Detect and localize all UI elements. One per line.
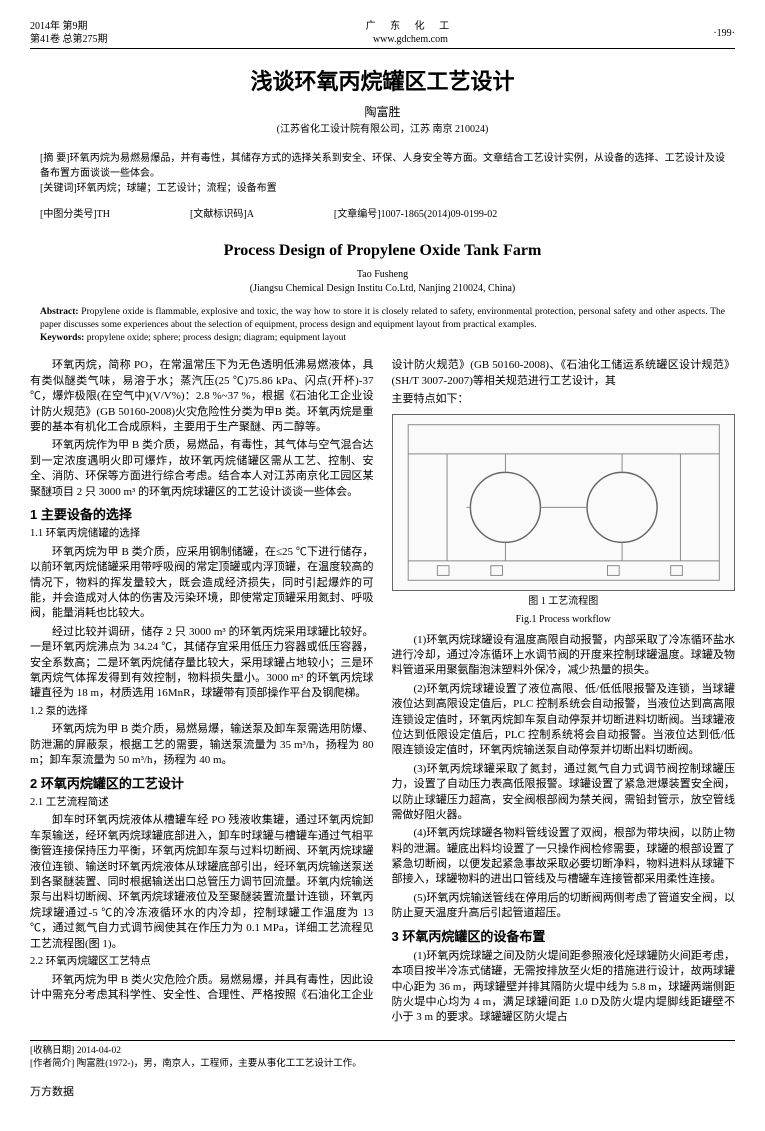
author-chinese: 陶富胜 xyxy=(30,104,735,121)
page-header: 2014年 第9期 第41卷 总第275期 广 东 化 工 www.gdchem… xyxy=(30,20,735,49)
abstract-en-text: Propylene oxide is flammable, explosive … xyxy=(40,307,725,330)
section-3-heading: 3 环氧丙烷罐区的设备布置 xyxy=(392,928,736,946)
abstract-en-label: Abstract: xyxy=(40,307,79,317)
section-1-heading: 1 主要设备的选择 xyxy=(30,506,374,524)
header-vol-total: 第41卷 总第275期 xyxy=(30,33,108,46)
section-2-heading: 2 环氧丙烷罐区的工艺设计 xyxy=(30,775,374,793)
keywords-en-label: Keywords: xyxy=(40,333,84,343)
keywords-text: 环氧丙烷；球罐；工艺设计；流程；设备布置 xyxy=(77,183,277,194)
point-3: (3)环氧丙烷球罐采取了氮封，通过氮气自力式调节阀控制球罐压力，设置了自动压力表… xyxy=(392,762,736,824)
process-flow-svg xyxy=(393,415,735,590)
journal-url: www.gdchem.com xyxy=(366,33,456,46)
figure-1-caption-cn: 图 1 工艺流程图 xyxy=(392,595,736,609)
points-intro: 主要特点如下： xyxy=(392,392,736,407)
section-2-1-heading: 2.1 工艺流程简述 xyxy=(30,796,374,811)
section-1-2-heading: 1.2 泵的选择 xyxy=(30,705,374,720)
sec1-1-para-1: 环氧丙烷为甲 B 类介质，应采用钢制储罐，在≤25 ℃下进行储存，以前环氧丙烷储… xyxy=(30,545,374,622)
intro-para-1: 环氧丙烷，简称 PO，在常温常压下为无色透明低沸易燃液体，具有类似醚类气味，易溶… xyxy=(30,358,374,435)
author-english: Tao Fusheng xyxy=(30,268,735,282)
figure-1: 图 1 工艺流程图 Fig.1 Process workflow xyxy=(392,414,736,627)
author-bio: 陶富胜(1972-)，男，南京人，工程师，主要从事化工工艺设计工作。 xyxy=(77,1059,362,1069)
section-1-1-heading: 1.1 环氧丙烷储罐的选择 xyxy=(30,527,374,542)
title-chinese: 浅谈环氧丙烷罐区工艺设计 xyxy=(30,67,735,98)
meta-row: [中图分类号]TH [文献标识码]A [文章编号]1007-1865(2014)… xyxy=(40,208,725,222)
page-number: ·199· xyxy=(713,27,735,40)
abstract-english: Abstract: Propylene oxide is flammable, … xyxy=(40,306,725,344)
affiliation-chinese: (江苏省化工设计院有限公司，江苏 南京 210024) xyxy=(30,123,735,137)
point-1: (1)环氧丙烷球罐设有温度高限自动报警，内部采取了冷冻循环盐水进行冷却，通过冷冻… xyxy=(392,633,736,679)
sec2-1-para-1: 卸车时环氧丙烷液体从槽罐车经 PO 残液收集罐，通过环氧丙烷卸车泵输送，经环氧丙… xyxy=(30,813,374,952)
article-no-value: 1007-1865(2014)09-0199-02 xyxy=(381,209,498,220)
figure-1-caption-en: Fig.1 Process workflow xyxy=(392,613,736,627)
sec1-2-para-1: 环氧丙烷为甲 B 类介质，易燃易爆，输送泵及卸车泵需选用防爆、防泄漏的屏蔽泵，根… xyxy=(30,722,374,768)
point-5: (5)环氧丙烷输送管线在停用后的切断阀两侧考虑了管道安全阀，以防止夏天温度升高后… xyxy=(392,891,736,922)
abstract-text: 环氧丙烷为易燃易爆品，并有毒性，其储存方式的选择关系到安全、环保、人身安全等方面… xyxy=(40,153,725,179)
point-4: (4)环氧丙烷球罐各物料管线设置了双阀，根部为带块阀，以防止物料的泄漏。罐底出料… xyxy=(392,826,736,888)
keywords-label: [关键词] xyxy=(40,183,77,194)
abstract-chinese: [摘 要]环氧丙烷为易燃易爆品，并有毒性，其储存方式的选择关系到安全、环保、人身… xyxy=(40,151,725,196)
body-columns: 环氧丙烷，简称 PO，在常温常压下为无色透明低沸易燃液体，具有类似醚类气味，易溶… xyxy=(30,358,735,1100)
data-source: 万方数据 xyxy=(30,1085,735,1100)
clc-label: [中图分类号] xyxy=(40,209,97,220)
journal-title: 广 东 化 工 xyxy=(366,20,456,33)
intro-para-2: 环氧丙烷作为甲 B 类介质，易燃品，有毒性，其气体与空气混合达到一定浓度遇明火即… xyxy=(30,438,374,500)
clc-value: TH xyxy=(97,209,110,220)
sec3-para-1: (1)环氧丙烷球罐之间及防火堤间距参照液化烃球罐防火间距考虑，本项目按半冷冻式储… xyxy=(392,949,736,1026)
section-2-2-heading: 2.2 环氧丙烷罐区工艺特点 xyxy=(30,955,374,970)
article-no-label: [文章编号] xyxy=(334,209,381,220)
doc-id-label: [文献标识码] xyxy=(190,209,247,220)
keywords-en-text: propylene oxide; sphere; process design;… xyxy=(87,333,346,343)
point-2: (2)环氧丙烷球罐设置了液位高限、低/低低限报警及连锁，当球罐液位达到高限设定值… xyxy=(392,682,736,759)
doc-id-value: A xyxy=(247,209,254,220)
sec1-1-para-2: 经过比较并调研，储存 2 只 3000 m³ 的环氧丙烷采用球罐比较好。一是环氧… xyxy=(30,625,374,702)
received-date: 2014-04-02 xyxy=(77,1046,121,1056)
header-center: 广 东 化 工 www.gdchem.com xyxy=(366,20,456,46)
header-right: ·199· xyxy=(713,27,735,40)
affiliation-english: (Jiangsu Chemical Design Institu Co.Ltd,… xyxy=(30,282,735,296)
figure-1-diagram xyxy=(392,414,736,591)
footnote-block: [收稿日期] 2014-04-02 [作者简介] 陶富胜(1972-)，男，南京… xyxy=(30,1040,735,1101)
header-year-issue: 2014年 第9期 xyxy=(30,20,108,33)
author-bio-label: [作者简介] xyxy=(30,1059,74,1069)
received-label: [收稿日期] xyxy=(30,1046,74,1056)
title-english: Process Design of Propylene Oxide Tank F… xyxy=(30,240,735,262)
abstract-label: [摘 要] xyxy=(40,153,70,164)
header-left: 2014年 第9期 第41卷 总第275期 xyxy=(30,20,108,46)
